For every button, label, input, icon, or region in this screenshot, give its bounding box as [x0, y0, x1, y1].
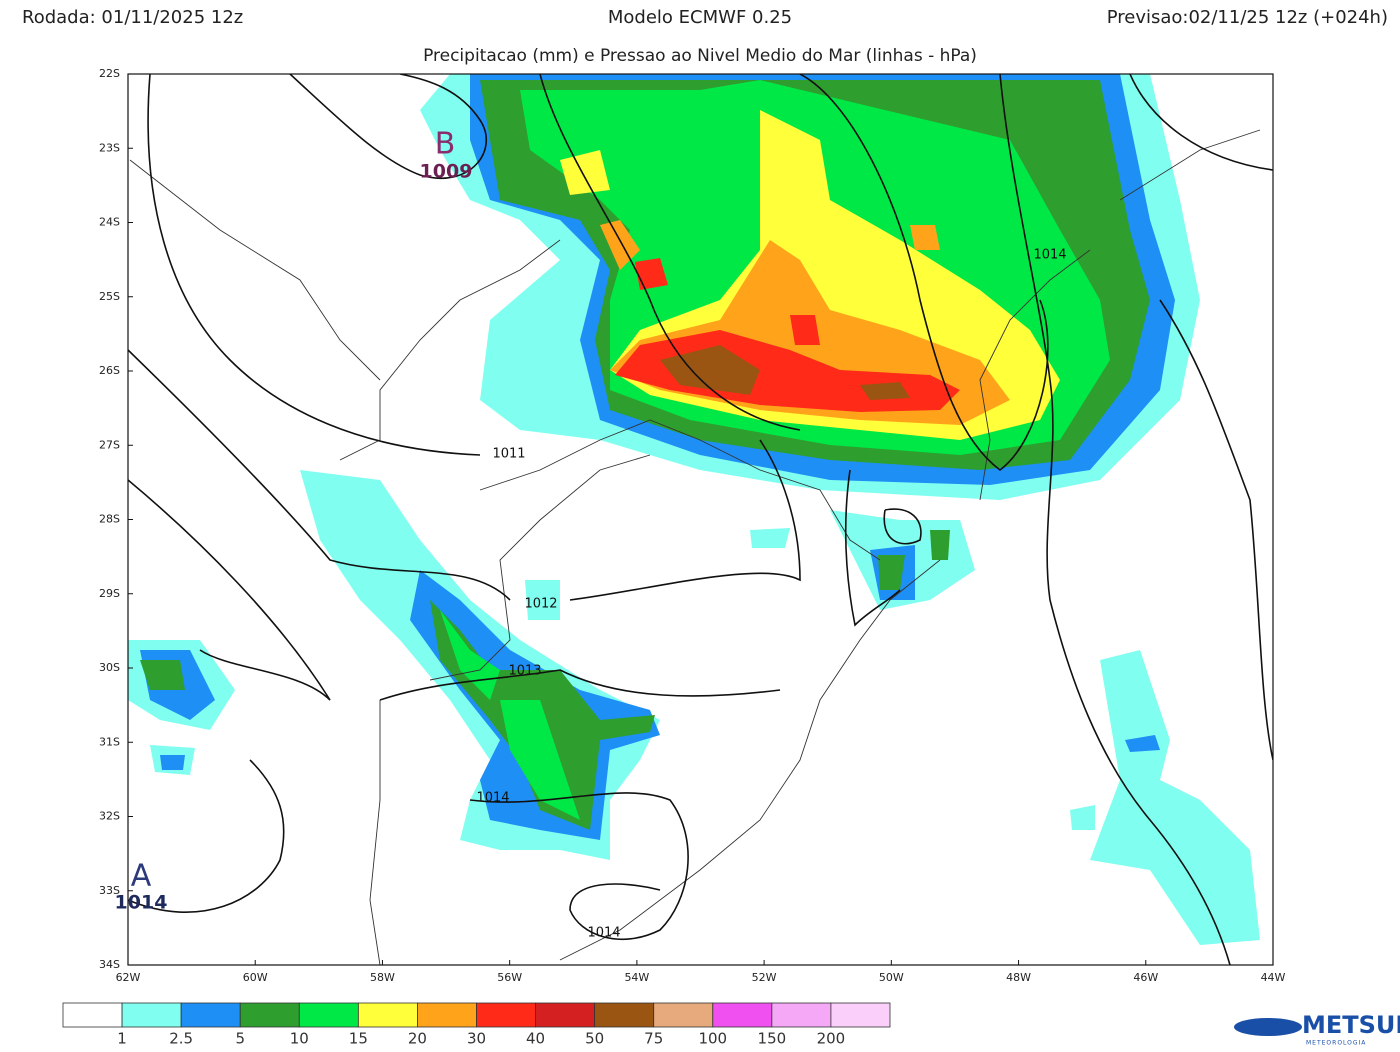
lon-label: 56W: [497, 971, 522, 984]
subtitle: Precipitacao (mm) e Pressao ao Nivel Med…: [423, 46, 977, 66]
lat-label: 33S: [99, 884, 120, 897]
isobars: [128, 74, 1273, 965]
lat-label: 34S: [99, 958, 120, 971]
lat-label: 27S: [99, 438, 120, 451]
lon-label: 54W: [624, 971, 649, 984]
logo-text: METSUL: [1302, 1011, 1400, 1039]
colorbar-swatch: [594, 1002, 655, 1028]
colorbar-swatch: [830, 1002, 891, 1028]
isobar-label: 1013: [508, 664, 541, 679]
map-area: [128, 74, 1273, 965]
forecast-label: Previsao:02/11/25 12z (+024h): [1107, 7, 1388, 28]
low-center-value: 1009: [420, 161, 473, 183]
colorbar-label: 10: [290, 1030, 309, 1048]
colorbar-label: 5: [235, 1030, 245, 1048]
colorbar-label: 20: [408, 1030, 427, 1048]
colorbar-label: 15: [349, 1030, 368, 1048]
colorbar-label: 75: [644, 1030, 663, 1048]
precip-50: [660, 345, 910, 400]
isobar-label: 1012: [524, 597, 557, 612]
lon-label: 60W: [243, 971, 268, 984]
lon-label: 48W: [1006, 971, 1031, 984]
logo-globe: [1234, 1018, 1302, 1036]
colorbar-swatch: [712, 1002, 773, 1028]
lat-label: 28S: [99, 513, 120, 526]
isobar-label: 1014: [587, 926, 620, 941]
lat-label: 26S: [99, 364, 120, 377]
colorbar-swatch: [357, 1002, 418, 1028]
lon-label: 46W: [1133, 971, 1158, 984]
colorbar-swatch: [298, 1002, 359, 1028]
model-label: Modelo ECMWF 0.25: [608, 7, 792, 28]
isobar-label: 1014: [1033, 248, 1066, 263]
lon-label: 44W: [1261, 971, 1286, 984]
colorbar: 1 2.5 5 10 15 20 30 40 50 75 100 150 200: [62, 1002, 891, 1048]
run-label: Rodada: 01/11/2025 12z: [22, 7, 243, 28]
colorbar-label: 100: [698, 1030, 727, 1048]
colorbar-label: 30: [467, 1030, 486, 1048]
lat-label: 22S: [99, 67, 120, 80]
colorbar-label: 2.5: [169, 1030, 193, 1048]
colorbar-swatch: [653, 1002, 714, 1028]
colorbar-swatch: [535, 1002, 596, 1028]
colorbar-label: 1: [117, 1030, 127, 1048]
axes: 22S23S24S25S26S27S28S29S30S31S32S33S34S6…: [99, 67, 1286, 984]
lon-label: 58W: [370, 971, 395, 984]
lon-label: 50W: [879, 971, 904, 984]
lon-label: 62W: [116, 971, 141, 984]
colorbar-swatch: [121, 1002, 182, 1028]
isobar-label: 1014: [476, 791, 509, 806]
colorbar-swatch: [180, 1002, 241, 1028]
high-center-value: 1014: [115, 892, 168, 914]
lat-label: 29S: [99, 587, 120, 600]
lat-label: 23S: [99, 141, 120, 154]
colorbar-swatch: [476, 1002, 536, 1028]
lat-label: 30S: [99, 661, 120, 674]
colorbar-label: 40: [526, 1030, 545, 1048]
colorbar-label: 50: [585, 1030, 604, 1048]
lat-label: 32S: [99, 810, 120, 823]
colorbar-swatch: [239, 1002, 300, 1028]
colorbar-label: 200: [817, 1030, 846, 1048]
isobar-label: 1011: [492, 447, 525, 462]
colorbar-swatch: [771, 1002, 832, 1028]
colorbar-swatch: [417, 1002, 477, 1028]
colorbar-label: 150: [758, 1030, 787, 1048]
lon-label: 52W: [752, 971, 777, 984]
lat-label: 24S: [99, 216, 120, 229]
colorbar-swatch: [62, 1002, 123, 1028]
high-center-letter: A: [131, 859, 152, 894]
borders: [129, 129, 1261, 965]
lat-label: 25S: [99, 290, 120, 303]
logo-subtext: METEOROLOGIA: [1306, 1040, 1366, 1047]
lat-label: 31S: [99, 735, 120, 748]
low-center-letter: B: [435, 127, 456, 162]
